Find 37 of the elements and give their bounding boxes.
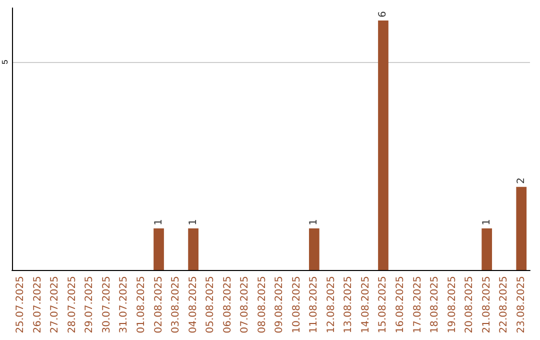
x-tick-label: 15.08.2025 — [378, 276, 389, 334]
x-tick-label: 02.08.2025 — [153, 276, 164, 334]
data-label: 1 — [153, 219, 164, 226]
x-tick-label: 26.07.2025 — [32, 276, 44, 334]
x-tick-label: 30.07.2025 — [101, 276, 112, 334]
x-tick-label: 18.08.2025 — [430, 276, 441, 334]
y-tick-label: 5 — [0, 59, 10, 64]
x-tick-label: 16.08.2025 — [395, 276, 406, 334]
x-tick-label: 27.07.2025 — [50, 276, 61, 334]
x-tick-label: 20.08.2025 — [464, 276, 476, 334]
x-tick-label: 19.08.2025 — [446, 276, 458, 334]
data-label: 2 — [516, 177, 527, 184]
x-tick-label: 07.08.2025 — [240, 276, 251, 334]
data-label: 1 — [481, 219, 492, 226]
x-tick-label: 17.08.2025 — [412, 276, 424, 334]
x-tick-label: 01.08.2025 — [136, 276, 147, 334]
x-tick-label: 06.08.2025 — [222, 276, 234, 334]
x-tick-label: 05.08.2025 — [205, 276, 216, 334]
x-tick-label: 04.08.2025 — [188, 276, 199, 334]
x-tick-label: 12.08.2025 — [326, 276, 337, 334]
x-tick-label: 08.08.2025 — [256, 276, 268, 334]
x-tick-label: 11.08.2025 — [308, 276, 320, 334]
x-tick-label: 31.07.2025 — [118, 276, 130, 334]
x-tick-label: 28.07.2025 — [66, 276, 78, 334]
x-tick-label: 13.08.2025 — [343, 276, 354, 334]
x-tick-label: 23.08.2025 — [516, 276, 527, 334]
data-label: 6 — [378, 11, 389, 18]
x-tick-label: 25.07.2025 — [15, 276, 26, 334]
x-tick-label: 29.07.2025 — [84, 276, 96, 334]
x-tick-label: 14.08.2025 — [360, 276, 372, 334]
x-tick-label: 22.08.2025 — [498, 276, 510, 334]
x-tick-label: 10.08.2025 — [291, 276, 302, 334]
x-tick-label: 03.08.2025 — [170, 276, 182, 334]
x-tick-label: 09.08.2025 — [274, 276, 286, 334]
data-label: 1 — [308, 219, 320, 226]
data-label: 1 — [188, 219, 199, 226]
x-tick-label: 21.08.2025 — [481, 276, 492, 334]
